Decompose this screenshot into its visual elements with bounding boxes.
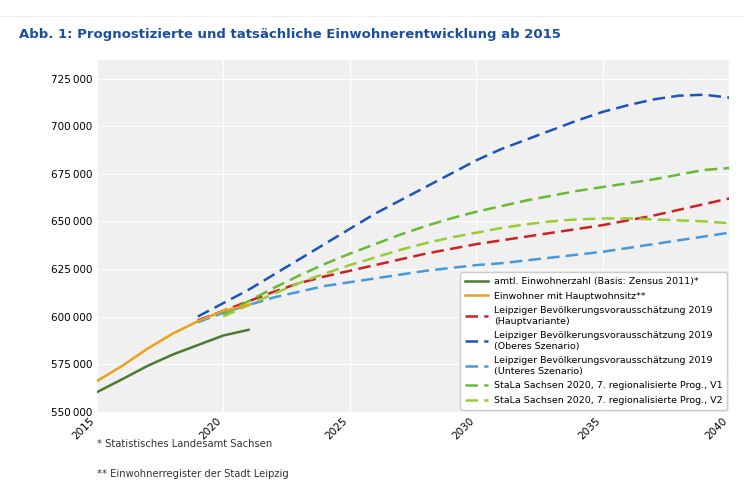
Text: * Statistisches Landesamt Sachsen: * Statistisches Landesamt Sachsen bbox=[97, 439, 272, 449]
Text: Abb. 1: Prognostizierte und tatsächliche Einwohnerentwicklung ab 2015: Abb. 1: Prognostizierte und tatsächliche… bbox=[19, 28, 560, 42]
Legend: amtl. Einwohnerzahl (Basis: Zensus 2011)*, Einwohner mit Hauptwohnsitz**, Leipzi: amtl. Einwohnerzahl (Basis: Zensus 2011)… bbox=[460, 272, 727, 410]
Text: ** Einwohnerregister der Stadt Leipzig: ** Einwohnerregister der Stadt Leipzig bbox=[97, 469, 289, 479]
